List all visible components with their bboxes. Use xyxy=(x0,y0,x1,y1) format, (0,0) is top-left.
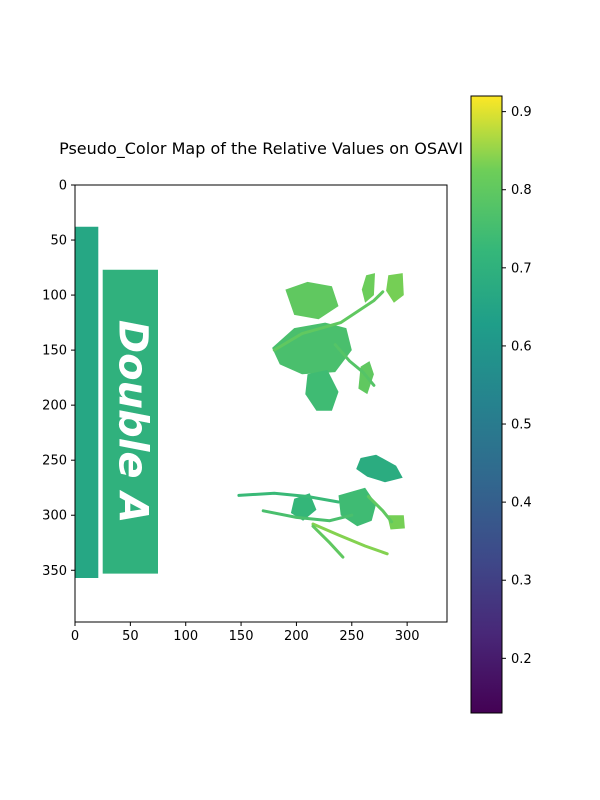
y-tick-label: 0 xyxy=(59,179,67,194)
paper-sheet-left xyxy=(75,226,99,579)
y-tick-label: 200 xyxy=(42,399,67,414)
colorbar-tick-label: 0.8 xyxy=(511,183,532,198)
y-axis: 0 50 100 150 200 250 300 350 xyxy=(42,179,75,579)
paper-lettering: Double A xyxy=(109,320,155,524)
y-tick-label: 300 xyxy=(42,509,67,524)
colorbar xyxy=(470,95,503,714)
x-tick-label: 100 xyxy=(173,629,198,644)
stem-5 xyxy=(237,491,340,504)
y-tick-label: 350 xyxy=(42,564,67,579)
colorbar-tick-label: 0.6 xyxy=(511,339,532,354)
leaf-7 xyxy=(356,454,403,483)
leaf-1 xyxy=(285,281,339,320)
leaf-8 xyxy=(338,487,377,527)
leaf-6 xyxy=(386,273,404,303)
leaf-2 xyxy=(272,322,352,375)
y-tick-label: 50 xyxy=(50,234,67,249)
y-tick-label: 250 xyxy=(42,454,67,469)
colorbar-tick-label: 0.5 xyxy=(511,418,532,433)
y-tick-label: 150 xyxy=(42,344,67,359)
colorbar-tick-label: 0.4 xyxy=(511,496,532,511)
x-tick-label: 300 xyxy=(395,629,420,644)
leaf-5 xyxy=(361,273,375,303)
stem-6 xyxy=(261,509,354,523)
leaf-3 xyxy=(305,369,339,411)
leaf-10 xyxy=(387,515,405,530)
stem-7 xyxy=(366,495,394,524)
stem-3 xyxy=(311,522,389,556)
stem-1 xyxy=(272,290,385,352)
stem-2 xyxy=(333,343,376,387)
colorbar-tick-label: 0.7 xyxy=(511,261,532,276)
x-tick-label: 0 xyxy=(71,629,79,644)
image-layer xyxy=(75,226,405,579)
colorbar-tick-label: 0.9 xyxy=(511,105,532,120)
x-tick-label: 200 xyxy=(284,629,309,644)
paper-text-layer: Double A xyxy=(109,320,155,524)
y-tick-label: 100 xyxy=(42,289,67,304)
chart-title: Pseudo_Color Map of the Relative Values … xyxy=(59,139,463,159)
x-tick-label: 150 xyxy=(229,629,254,644)
x-axis: 0 50 100 150 200 250 300 xyxy=(71,622,420,644)
leaf-9 xyxy=(290,493,317,521)
x-tick-label: 50 xyxy=(122,629,139,644)
stem-4 xyxy=(311,524,345,559)
colorbar-tick-label: 0.2 xyxy=(511,652,532,667)
plot-frame xyxy=(74,184,448,623)
x-tick-label: 250 xyxy=(339,629,364,644)
colorbar-axis: 0.2 0.3 0.4 0.5 0.6 0.7 0.8 0.9 xyxy=(502,105,532,667)
paper-sheet-right xyxy=(102,269,158,574)
colorbar-tick-label: 0.3 xyxy=(511,574,532,589)
